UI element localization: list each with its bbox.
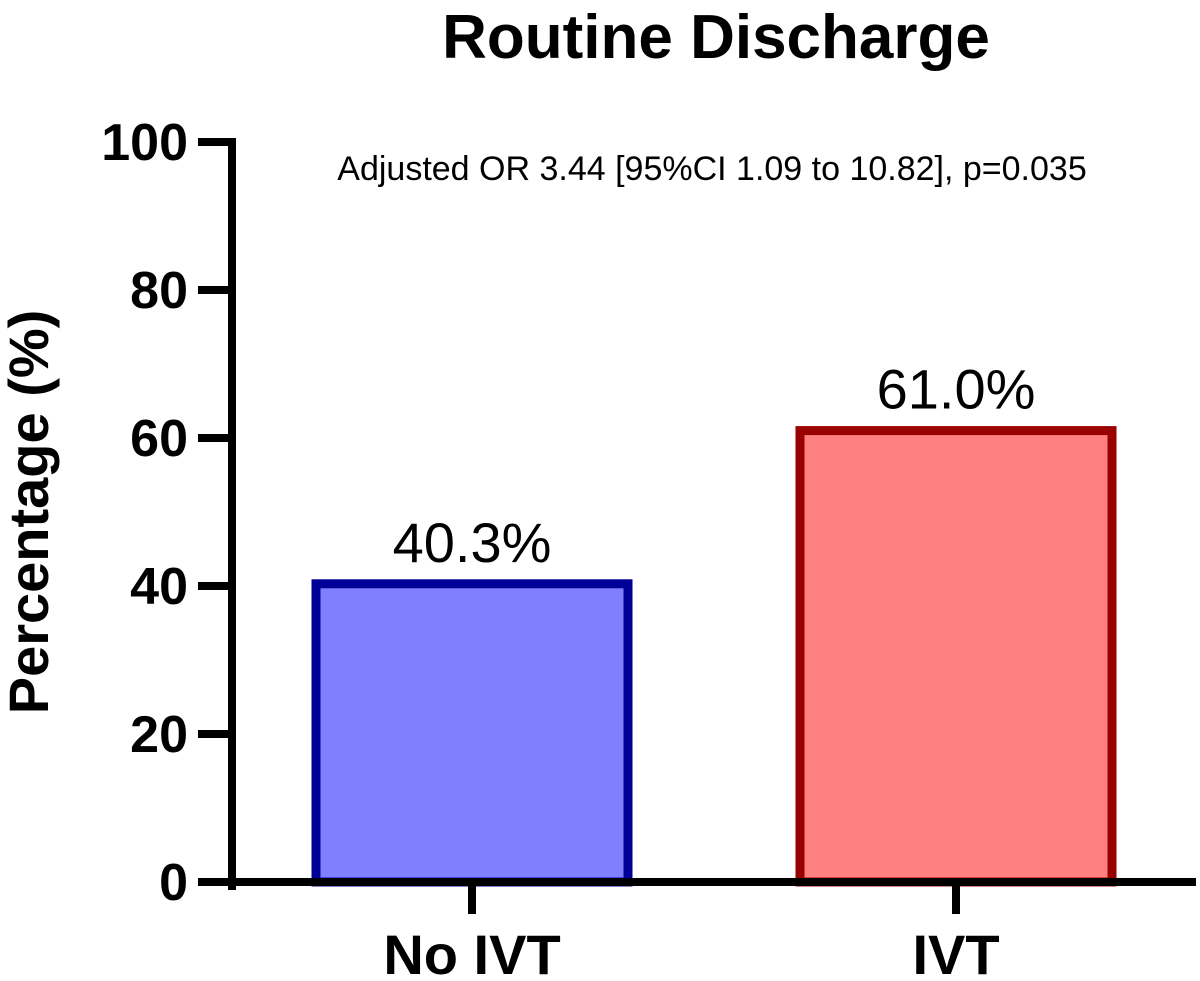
- x-ticks-group: No IVT IVT: [383, 882, 1000, 981]
- data-label: 61.0%: [877, 358, 1036, 421]
- x-tick-label: No IVT: [383, 923, 560, 981]
- y-tick-label: 40: [130, 558, 188, 616]
- chart-title: Routine Discharge: [442, 3, 990, 72]
- y-tick-label: 100: [101, 114, 188, 172]
- y-tick-label: 60: [130, 410, 188, 468]
- y-tick-label: 0: [159, 854, 188, 912]
- data-labels-group: 40.3% 61.0%: [393, 358, 1036, 574]
- x-tick-label: IVT: [912, 923, 999, 981]
- chart-annotation: Adjusted OR 3.44 [95%CI 1.09 to 10.82], …: [337, 150, 1086, 188]
- bars-group: [311, 426, 1117, 887]
- y-ticks-group: 0 20 40 60 80 100: [101, 114, 232, 912]
- y-axis-label: Percentage (%): [0, 310, 60, 715]
- data-label: 40.3%: [393, 511, 552, 574]
- bar: [795, 426, 1117, 887]
- bar: [311, 579, 633, 887]
- y-tick-label: 20: [130, 706, 188, 764]
- y-tick-label: 80: [130, 262, 188, 320]
